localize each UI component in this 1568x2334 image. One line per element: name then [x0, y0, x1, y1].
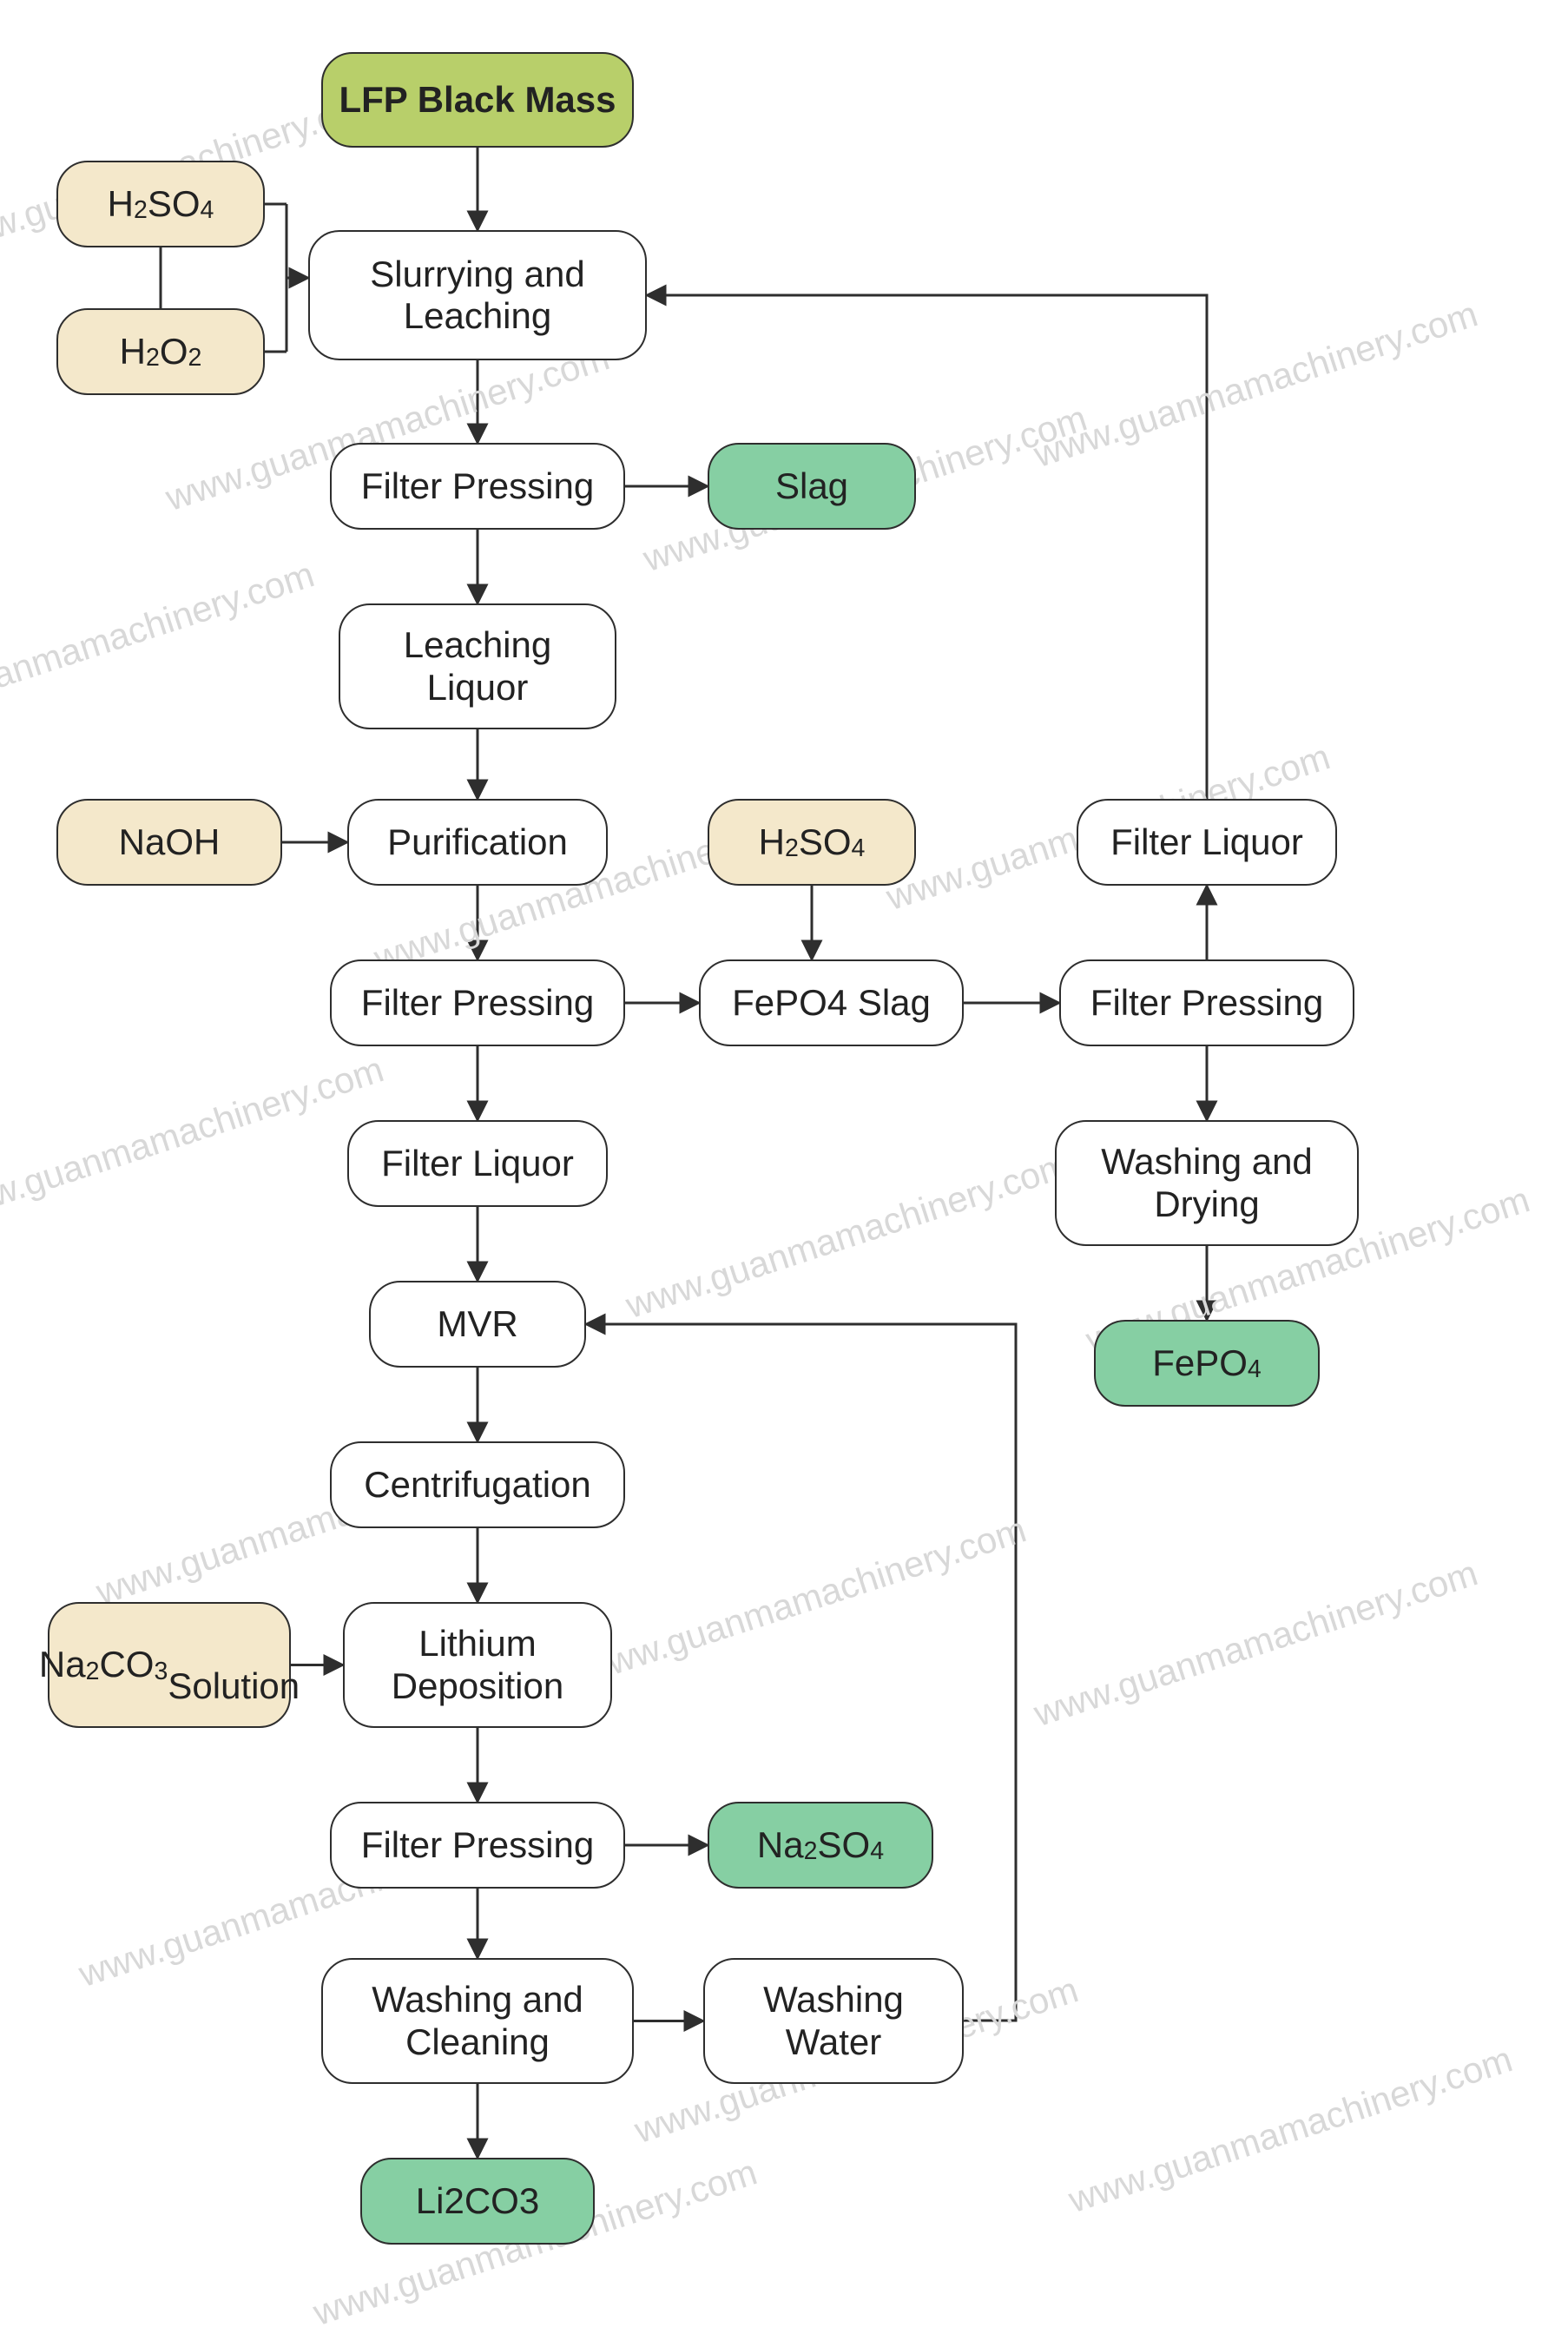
node-centri: Centrifugation — [330, 1441, 625, 1528]
node-filtliq1: Filter Liquor — [347, 1120, 608, 1207]
watermark: www.guanmamachinery.com — [1029, 1552, 1482, 1735]
node-na2co3: Na2CO3Solution — [48, 1602, 291, 1728]
watermark: www.guanmamachinery.com — [577, 1508, 1031, 1691]
edge — [647, 295, 1207, 799]
node-fepo4: FePO4 — [1094, 1320, 1320, 1407]
node-washwater: WashingWater — [703, 1958, 964, 2084]
node-mvr: MVR — [369, 1281, 586, 1368]
node-fepo4slag: FePO4 Slag — [699, 959, 964, 1046]
node-na2so4: Na2SO4 — [708, 1802, 933, 1889]
node-slag: Slag — [708, 443, 916, 530]
node-leach: LeachingLiquor — [339, 603, 616, 729]
node-fp3: Filter Pressing — [1059, 959, 1354, 1046]
node-filtliq2: Filter Liquor — [1077, 799, 1337, 886]
node-purif: Purification — [347, 799, 608, 886]
node-h2o2: H2O2 — [56, 308, 265, 395]
node-washclean: Washing andCleaning — [321, 1958, 634, 2084]
node-lidep: LithiumDeposition — [343, 1602, 612, 1728]
node-washdry: Washing andDrying — [1055, 1120, 1359, 1246]
node-h2so4_2: H2SO4 — [708, 799, 916, 886]
edge — [586, 1324, 1016, 2021]
node-lfp: LFP Black Mass — [321, 52, 634, 148]
node-fp4: Filter Pressing — [330, 1802, 625, 1889]
node-fp2: Filter Pressing — [330, 959, 625, 1046]
node-fp1: Filter Pressing — [330, 443, 625, 530]
watermark: www.guanmamachinery.com — [621, 1144, 1074, 1327]
node-slurry: Slurrying andLeaching — [308, 230, 647, 360]
flowchart-canvas: www.guanmamachinery.comwww.guanmamachine… — [0, 0, 1568, 2223]
watermark: www.guanmamachinery.com — [0, 1048, 389, 1231]
watermark: www.guanmamachinery.com — [1064, 2038, 1517, 2221]
watermark: www.guanmamachinery.com — [0, 553, 320, 736]
node-li2co3: Li2CO3 — [360, 2158, 595, 2245]
watermark: www.guanmamachinery.com — [1029, 293, 1482, 476]
node-h2so4_1: H2SO4 — [56, 161, 265, 247]
node-naoh: NaOH — [56, 799, 282, 886]
